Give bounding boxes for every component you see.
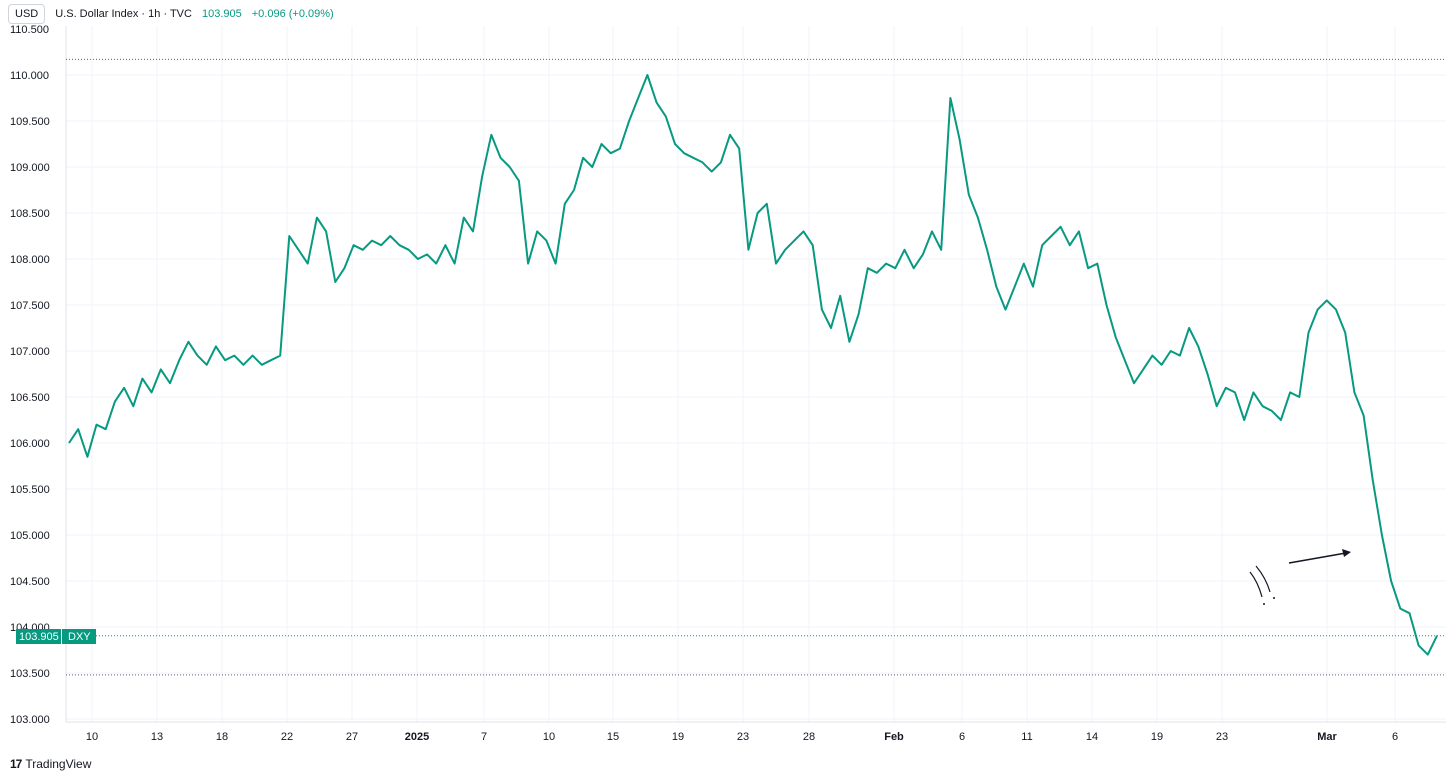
x-tick-label: 15 bbox=[607, 731, 619, 743]
y-tick-label: 107.000 bbox=[10, 346, 50, 358]
x-tick-label: 7 bbox=[481, 731, 487, 743]
y-tick-label: 104.500 bbox=[10, 576, 50, 588]
y-tick-label-partial: 110.500 bbox=[10, 24, 49, 36]
brand-name[interactable]: TradingView bbox=[25, 757, 92, 771]
currency-button[interactable]: USD bbox=[8, 4, 46, 24]
y-tick-label: 105.500 bbox=[10, 484, 50, 496]
price-change: +0.096 (+0.09%) bbox=[251, 8, 334, 20]
x-tick-label: Mar bbox=[1317, 731, 1337, 743]
y-tick-label: 109.500 bbox=[10, 116, 50, 128]
symbol-box bbox=[62, 629, 96, 644]
x-tick-label: 2025 bbox=[405, 731, 429, 743]
x-tick-label: 6 bbox=[959, 731, 965, 743]
y-axis: 103.000103.500104.000104.500105.000105.5… bbox=[10, 24, 50, 726]
x-tick-label: 19 bbox=[672, 731, 684, 743]
x-tick-label: 28 bbox=[803, 731, 815, 743]
x-tick-label: 14 bbox=[1086, 731, 1098, 743]
x-axis: 10 13 18 22 27 2025 7 10 15 19 23 28 Feb 6 11 14 19 23 Mar… bbox=[86, 731, 1398, 743]
y-tick-label: 105.000 bbox=[10, 530, 50, 542]
x-tick-label: 10 bbox=[543, 731, 555, 743]
tradingview-logo-icon[interactable]: 17 bbox=[10, 757, 22, 771]
chart-header: USD U.S. Dollar Index · 1h · TVC 103.905… bbox=[8, 3, 334, 25]
x-tick-label: 23 bbox=[1216, 731, 1228, 743]
x-tick-label: 23 bbox=[737, 731, 749, 743]
y-tick-label: 110.000 bbox=[10, 70, 49, 82]
y-tick-label: 108.000 bbox=[10, 254, 50, 266]
y-tick-label: 108.500 bbox=[10, 208, 50, 220]
series-line bbox=[68, 74, 1438, 656]
chart-grid bbox=[65, 26, 1446, 723]
x-tick-label: 10 bbox=[86, 731, 98, 743]
annotation-exclamation-mark bbox=[1249, 565, 1271, 598]
x-tick-label: 27 bbox=[346, 731, 358, 743]
y-tick-label: 107.500 bbox=[10, 300, 50, 312]
last-price-label-value: 103.905 bbox=[19, 631, 59, 643]
x-tick-label: 22 bbox=[281, 731, 293, 743]
last-price-label: 103.905 DXY bbox=[16, 629, 96, 644]
footer: 17 TradingView bbox=[10, 757, 91, 771]
x-tick-label: 18 bbox=[216, 731, 228, 743]
y-tick-label: 109.000 bbox=[10, 162, 50, 174]
annotation-arrow-head bbox=[1342, 549, 1351, 557]
annotation-exclamation-dot bbox=[1263, 603, 1265, 605]
annotation-drawing bbox=[1249, 549, 1351, 605]
symbol-label: DXY bbox=[68, 631, 91, 643]
annotation-arrow bbox=[1288, 552, 1347, 564]
last-price-box bbox=[16, 629, 61, 644]
y-tick-label: 103.500 bbox=[10, 668, 50, 680]
reference-lines bbox=[66, 58, 1446, 676]
y-tick-label: 106.500 bbox=[10, 392, 50, 404]
y-tick-label: 103.000 bbox=[10, 714, 50, 726]
y-tick-label: 106.000 bbox=[10, 438, 50, 450]
x-tick-label: Feb bbox=[884, 731, 904, 743]
annotation-exclamation-dot bbox=[1273, 597, 1275, 599]
symbol-title[interactable]: U.S. Dollar Index · 1h · TVC bbox=[55, 8, 192, 20]
last-price: 103.905 bbox=[201, 8, 242, 20]
x-tick-label: 19 bbox=[1151, 731, 1163, 743]
x-tick-label: 6 bbox=[1392, 731, 1398, 743]
x-tick-label: 11 bbox=[1021, 731, 1032, 743]
x-tick-label: 13 bbox=[151, 731, 163, 743]
